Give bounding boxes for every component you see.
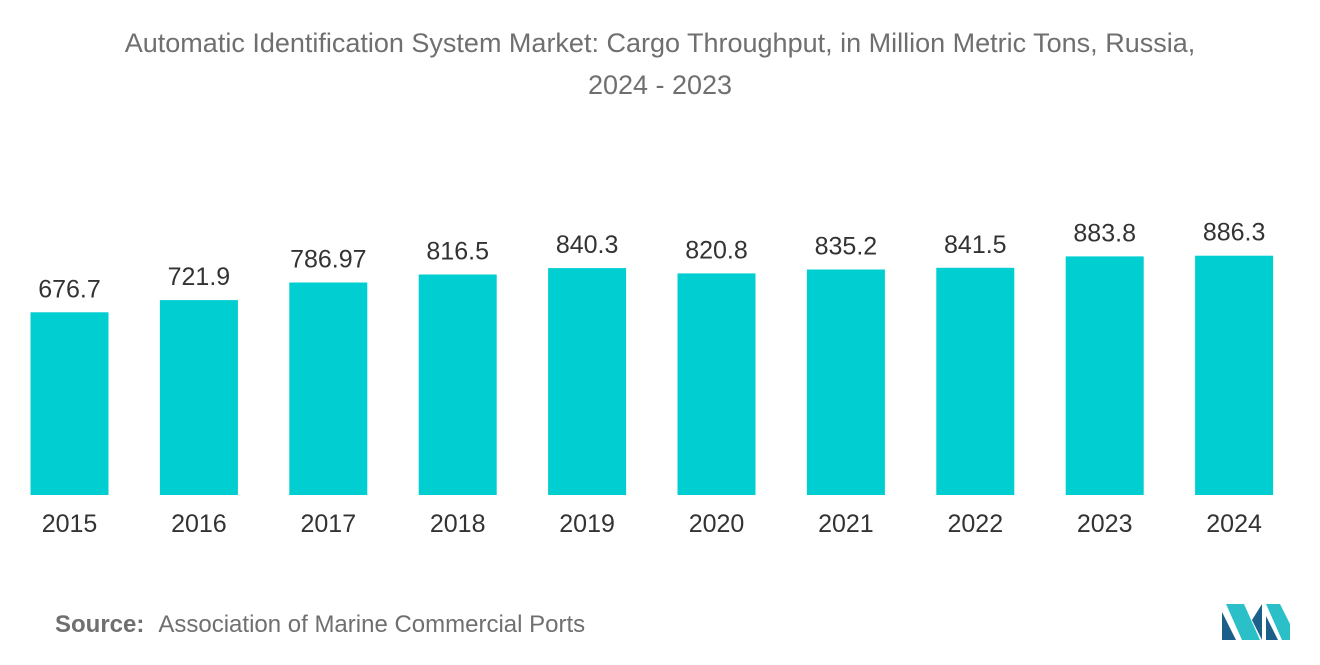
data-label-2016: 721.9 [168, 263, 231, 291]
x-tick-label-2015: 2015 [42, 510, 98, 538]
x-tick-label-2016: 2016 [171, 510, 227, 538]
bar-2023 [1065, 256, 1144, 495]
chart-title-line-1: Automatic Identification System Market: … [124, 28, 1196, 58]
data-label-2015: 676.7 [38, 275, 101, 303]
bar-2015 [30, 312, 109, 495]
x-tick-label-2017: 2017 [300, 510, 356, 538]
bar-2021 [806, 269, 885, 495]
source-footer: Source: Association of Marine Commercial … [55, 611, 585, 639]
data-label-2020: 820.8 [685, 236, 748, 264]
mordor-logo-icon [1222, 604, 1290, 640]
bar-2017 [289, 282, 368, 495]
x-tick-label-2018: 2018 [430, 510, 486, 538]
bar-2022 [936, 267, 1015, 495]
data-label-2018: 816.5 [426, 238, 489, 266]
x-tick-label-2023: 2023 [1077, 510, 1133, 538]
x-tick-label-2022: 2022 [947, 510, 1003, 538]
x-tick-label-2019: 2019 [559, 510, 615, 538]
bar-2019 [548, 268, 627, 495]
bar-2016 [159, 300, 238, 495]
data-label-2021: 835.2 [815, 233, 878, 261]
chart-title: Automatic Identification System Market: … [0, 22, 1320, 106]
data-label-2024: 886.3 [1203, 219, 1266, 247]
source-label: Source: [55, 611, 145, 638]
source-text: Association of Marine Commercial Ports [158, 611, 586, 638]
bar-2024 [1195, 255, 1274, 495]
x-tick-label-2020: 2020 [689, 510, 745, 538]
chart-title-line-2: 2024 - 2023 [587, 70, 733, 100]
bar-2018 [418, 274, 497, 495]
data-label-2023: 883.8 [1073, 219, 1136, 247]
bar-2020 [677, 273, 756, 495]
x-tick-label-2024: 2024 [1206, 510, 1262, 538]
data-label-2022: 841.5 [944, 231, 1007, 259]
x-tick-label-2021: 2021 [818, 510, 874, 538]
data-label-2017: 786.97 [290, 246, 366, 274]
data-label-2019: 840.3 [556, 231, 619, 259]
bar-chart: 676.7 2015 721.9 2016 786.97 2017 816.5 2018 840… [30, 219, 1274, 538]
